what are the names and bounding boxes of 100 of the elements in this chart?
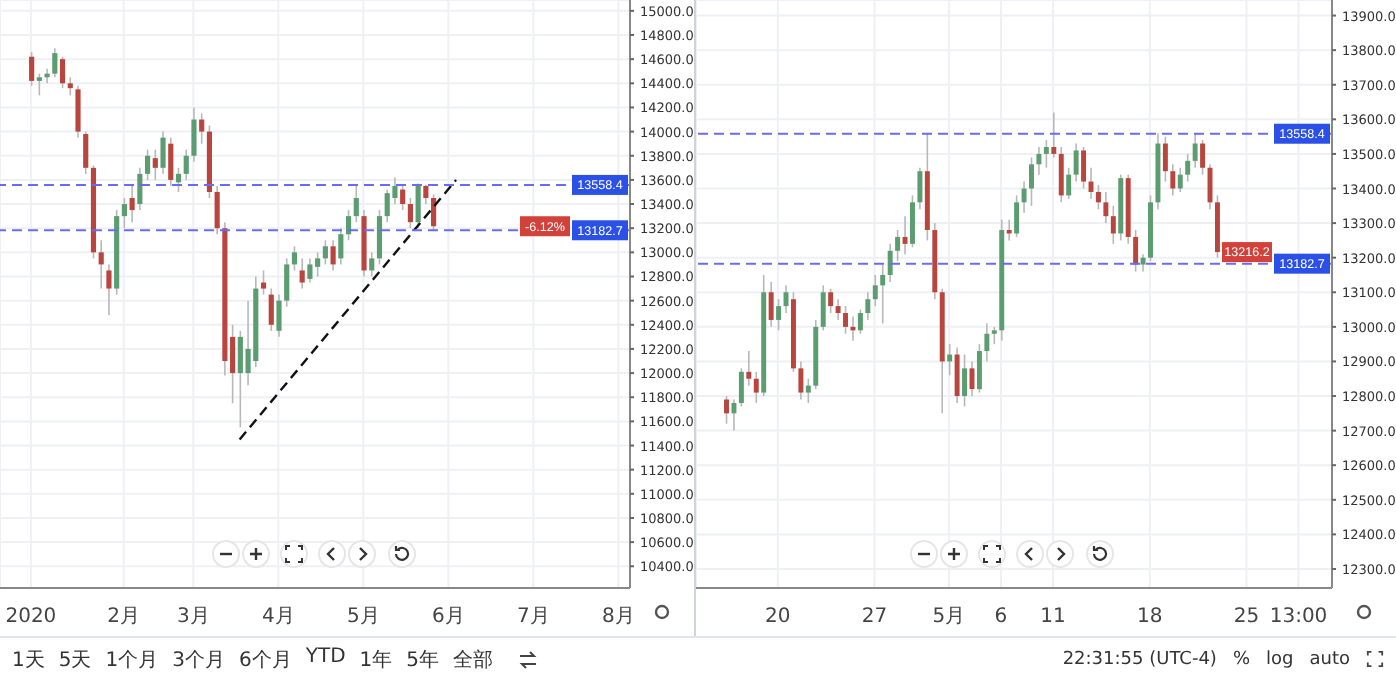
candlestick (843, 305, 848, 335)
candlestick (1170, 163, 1176, 197)
candlestick (1177, 166, 1183, 193)
candlestick (260, 269, 267, 296)
candlestick (1200, 139, 1206, 176)
x-tick-label: 2020 (5, 606, 57, 628)
text: 3个月 (172, 647, 225, 673)
candlestick (753, 371, 759, 404)
candlestick (910, 194, 915, 249)
candlestick (384, 188, 390, 223)
candlestick (895, 229, 901, 262)
candlestick (121, 197, 127, 229)
candlestick (152, 148, 158, 181)
x-tick-label: 25 (1233, 606, 1260, 628)
candlestick (887, 243, 893, 283)
candlestick (820, 284, 826, 332)
candlestick (1036, 146, 1042, 176)
candlestick (805, 377, 811, 404)
candlestick (137, 167, 143, 211)
text: 5年 (406, 647, 440, 673)
candlestick (423, 183, 429, 205)
candlestick (191, 106, 197, 163)
candlestick (59, 55, 66, 89)
candlestick (160, 130, 166, 175)
text: % (1232, 649, 1250, 669)
text: 全部 (453, 647, 494, 673)
candlestick (291, 245, 298, 272)
text: 22:31:55 (UTC-4) (1062, 649, 1217, 669)
candlestick (214, 185, 220, 236)
candlestick (52, 47, 58, 79)
candlestick (75, 84, 81, 139)
x-tick-label: 11 (1040, 606, 1066, 628)
candlestick (865, 291, 871, 321)
candlestick (338, 227, 344, 266)
x-tick-label: 5月 (932, 606, 966, 628)
candlestick (199, 112, 205, 145)
text: 1天 (12, 647, 45, 673)
text: 1个月 (105, 647, 159, 673)
x-tick-label: 20 (765, 606, 791, 628)
candlestick (1133, 229, 1139, 273)
x-tick-label: 6 (994, 606, 1008, 628)
candlestick (798, 360, 804, 401)
x-tick-label: 27 (861, 606, 888, 628)
text: YTD (305, 645, 346, 671)
x-tick-label: 18 (1137, 606, 1163, 628)
candlestick (106, 263, 112, 316)
candlestick (183, 148, 189, 181)
x-tick-label: 4月 (261, 606, 295, 628)
candlestick (29, 51, 35, 87)
candlestick (1029, 156, 1034, 207)
candlestick (857, 308, 863, 335)
candlestick (835, 298, 841, 321)
candlestick (322, 239, 328, 266)
candlestick (768, 281, 774, 328)
candlestick (872, 274, 878, 307)
x-tick-label: 3月 (176, 606, 210, 628)
candlestick (1051, 111, 1057, 159)
candlestick (1192, 132, 1198, 169)
candlestick (976, 343, 982, 394)
candlestick (415, 182, 421, 229)
x-tick-label: 6月 (431, 606, 465, 628)
candlestick (330, 239, 336, 272)
candlestick (315, 251, 321, 278)
text: 1年 (359, 647, 393, 673)
candlestick (1014, 194, 1020, 238)
candlestick (83, 130, 89, 175)
candlestick (1103, 191, 1109, 224)
candlestick (1066, 166, 1072, 200)
candlestick (98, 239, 104, 290)
candlestick (1058, 146, 1064, 204)
candlestick (268, 287, 274, 332)
text: log (1266, 649, 1294, 669)
candlestick (168, 136, 174, 187)
candlestick (129, 185, 135, 223)
candlestick (237, 330, 243, 429)
text: 5天 (58, 647, 92, 673)
candlestick (917, 166, 923, 211)
candlestick (1185, 153, 1191, 183)
candlestick (1073, 142, 1079, 183)
x-tick-label: 5月 (346, 606, 380, 628)
candlestick (746, 350, 752, 387)
candlestick (984, 322, 990, 363)
candlestick (345, 209, 352, 242)
x-tick-label: 8月 (602, 606, 635, 628)
candlestick (1095, 184, 1101, 211)
candlestick (1021, 180, 1027, 214)
candlestick (276, 293, 282, 338)
candlestick (284, 257, 290, 308)
candlestick (36, 72, 42, 97)
text: auto (1309, 649, 1350, 669)
candlestick (828, 288, 834, 314)
candlestick (954, 346, 960, 404)
candlestick (175, 167, 182, 193)
candlestick (1110, 205, 1116, 245)
candlestick (731, 398, 737, 432)
candlestick (880, 263, 886, 325)
candlestick (407, 197, 413, 229)
candlestick (902, 215, 908, 256)
candlestick (400, 183, 406, 211)
x-tick-label: 13:00 (1269, 606, 1328, 628)
